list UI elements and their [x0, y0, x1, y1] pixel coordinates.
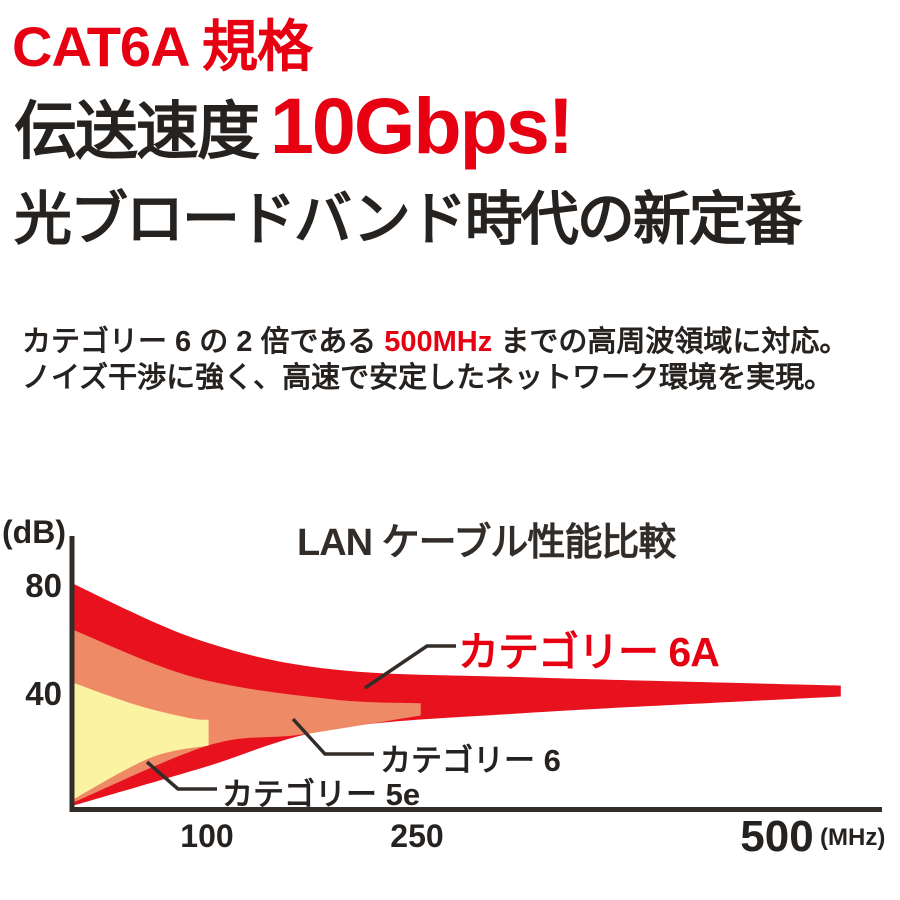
y-tick-40: 40 — [25, 675, 62, 712]
x-axis-unit-label: (MHz) — [820, 824, 886, 851]
area-series-cat5e — [70, 681, 209, 802]
x-tick-250: 250 — [390, 818, 444, 854]
headline-standard: CAT6A 規格 — [12, 15, 313, 78]
description-line1-pre: カテゴリー 6 の 2 倍である — [22, 326, 385, 358]
headline-subtitle: 光ブロードバンド時代の新定番 — [14, 187, 803, 252]
y-axis-unit-label: (dB) — [2, 514, 66, 550]
callout-line-cat6 — [291, 717, 374, 756]
series-label-cat6a: カテゴリー 6A — [458, 629, 720, 675]
callout-line-cat5e — [145, 760, 217, 791]
description-line2: ノイズ干渉に強く、高速で安定したネットワーク環境を実現。 — [22, 362, 834, 394]
headline-speed-label: 伝送速度 — [14, 97, 260, 167]
x-tick-100: 100 — [180, 818, 234, 854]
description: カテゴリー 6 の 2 倍である 500MHz までの高周波領域に対応。 ノイズ… — [22, 324, 848, 396]
chart-title: LAN ケーブル性能比較 — [297, 522, 676, 564]
description-line1-post: までの高周波領域に対応。 — [492, 326, 849, 358]
area-series-cat6a — [70, 582, 841, 807]
area-series-cat6 — [70, 628, 421, 804]
headline-speed-value: 10Gbps! — [270, 81, 574, 170]
description-line1-highlight: 500MHz — [384, 326, 493, 358]
x-tick-500: 500 — [740, 812, 814, 861]
series-label-cat5e: カテゴリー 5e — [222, 777, 421, 812]
y-tick-80: 80 — [25, 567, 62, 604]
series-label-cat6: カテゴリー 6 — [380, 743, 561, 778]
headline-speed: 伝送速度 10Gbps! — [14, 81, 574, 170]
callout-line-cat6a — [364, 644, 456, 690]
